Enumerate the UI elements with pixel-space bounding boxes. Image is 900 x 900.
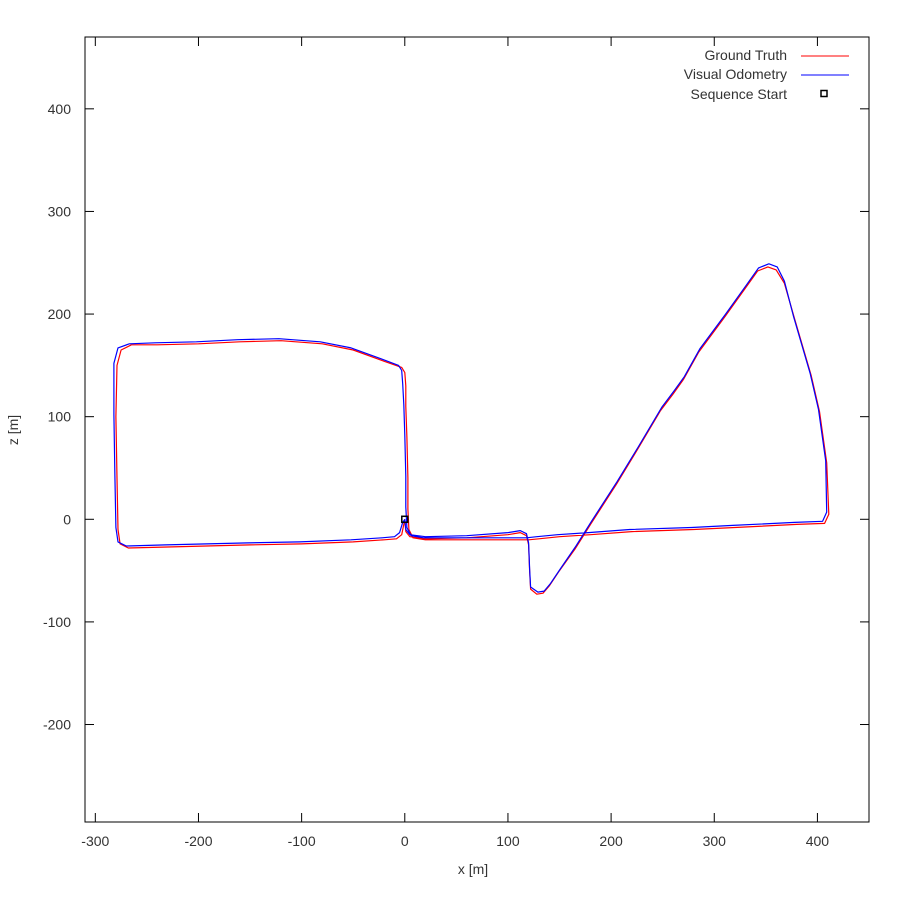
x-tick-label: -300 [81,833,109,849]
y-tick-label: -200 [43,717,71,733]
sequence-start-marker [401,515,409,524]
axis-ticks [85,37,869,822]
marker-layer [401,515,409,524]
legend-label-ground-truth: Ground Truth [705,47,788,63]
x-tick-label: 400 [806,833,830,849]
series-layer [113,263,830,595]
legend-label-sequence-start: Sequence Start [690,86,787,102]
series-line-ground-truth [115,266,830,595]
series-line-visual-odometry [113,263,828,593]
x-tick-label: 0 [401,833,409,849]
x-tick-label: 100 [496,833,520,849]
y-tick-label: -100 [43,614,71,630]
y-tick-label: 0 [63,511,71,527]
y-axis-label: z [m] [5,415,21,445]
y-tick-label: 200 [48,306,72,322]
legend: Ground Truth Visual Odometry Sequence St… [684,47,849,102]
legend-marker-sequence-start [820,89,828,98]
plot-frame [84,36,870,823]
y-tick-labels: -200 -100 0 100 200 300 400 [43,101,71,733]
x-tick-label: -200 [184,833,212,849]
y-tick-label: 300 [48,203,72,219]
x-tick-label: -100 [288,833,316,849]
y-tick-label: 100 [48,409,72,425]
x-tick-labels: -300 -200 -100 0 100 200 300 400 [81,833,829,849]
x-axis-label: x [m] [458,861,488,877]
y-tick-label: 400 [48,101,72,117]
x-tick-label: 200 [599,833,623,849]
x-tick-label: 300 [703,833,727,849]
legend-label-visual-odometry: Visual Odometry [684,66,787,82]
